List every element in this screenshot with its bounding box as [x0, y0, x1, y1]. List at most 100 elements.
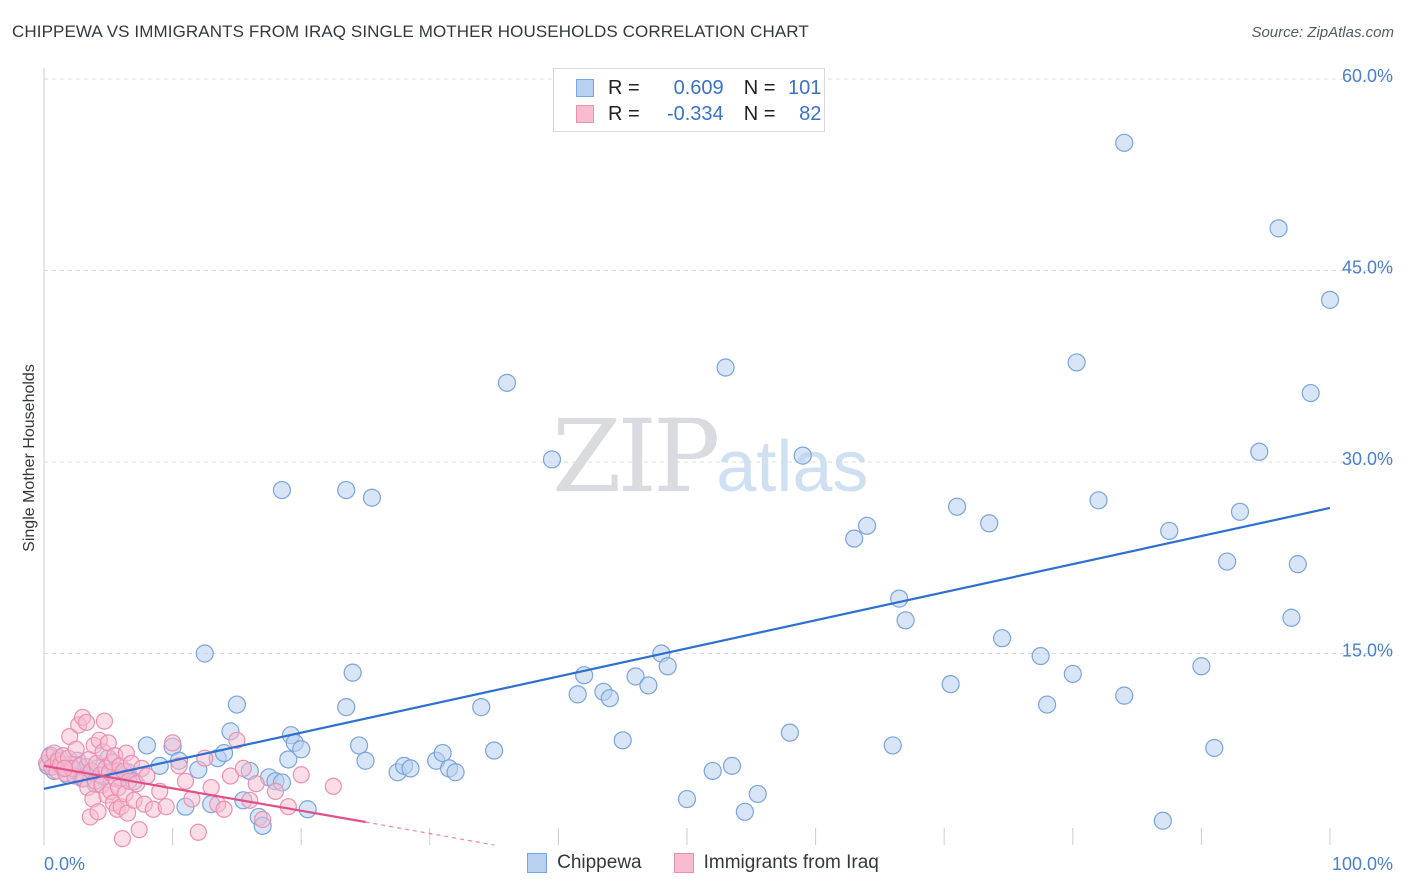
- chippewa-point: [658, 657, 677, 676]
- chippewa-point: [716, 358, 735, 377]
- y-tick-label: 45.0%: [1342, 258, 1393, 278]
- iraq-point: [215, 800, 233, 818]
- chippewa-point: [626, 667, 645, 686]
- legend-item-iraq[interactable]: Immigrants from Iraq: [673, 852, 879, 874]
- n-value: 101: [788, 76, 822, 99]
- iraq-point: [164, 734, 182, 752]
- chippewa-point: [1153, 811, 1172, 830]
- chippewa-point: [1067, 353, 1086, 372]
- series-chippewa: [38, 133, 1340, 835]
- r-label: R =: [608, 76, 640, 99]
- chippewa-trend-line: [43, 506, 1331, 790]
- axes: [43, 68, 1331, 845]
- iraq-swatch: [576, 105, 594, 123]
- chippewa-point: [472, 698, 491, 717]
- chippewa-point: [1160, 521, 1179, 541]
- chippewa-point: [600, 689, 619, 708]
- chippewa-point: [1250, 442, 1269, 461]
- chippewa-point: [292, 740, 311, 759]
- y-tick-label: 60.0%: [1342, 66, 1393, 86]
- chippewa-point: [279, 750, 298, 769]
- chippewa-point: [343, 663, 362, 682]
- chippewa-point: [349, 736, 369, 755]
- iraq-point: [234, 759, 252, 778]
- n-label: N =: [743, 76, 776, 99]
- chippewa-point: [793, 446, 812, 465]
- chippewa-point: [613, 731, 632, 750]
- chippewa-point: [1063, 664, 1082, 684]
- chippewa-point: [1115, 686, 1134, 705]
- chippewa-point: [941, 675, 960, 694]
- chippewa-point: [1205, 738, 1224, 758]
- chippewa-point: [677, 789, 697, 809]
- chippewa-swatch: [527, 853, 548, 873]
- iraq-swatch: [673, 853, 694, 873]
- chippewa-point: [433, 743, 452, 763]
- iraq-point: [67, 740, 85, 758]
- iraq-point: [247, 775, 265, 793]
- chippewa-point: [542, 450, 562, 469]
- chippewa-point: [748, 784, 767, 804]
- iraq-point: [266, 782, 285, 800]
- chippewa-point: [1230, 502, 1250, 521]
- trend-lines: [43, 506, 1331, 846]
- chippewa-point: [1288, 555, 1307, 574]
- iraq-trend-line: [43, 764, 366, 824]
- iraq-trend-extension: [365, 821, 495, 846]
- iraq-point: [324, 777, 342, 795]
- chippewa-point: [1320, 290, 1340, 309]
- chippewa-point: [446, 763, 465, 782]
- chippewa-point: [356, 751, 375, 770]
- chart-title: CHIPPEWA VS IMMIGRANTS FROM IRAQ SINGLE …: [12, 22, 809, 41]
- chippewa-point: [896, 611, 915, 630]
- y-axis-label: Single Mother Households: [21, 364, 38, 552]
- chippewa-point: [337, 480, 356, 500]
- chippewa-point: [845, 529, 864, 548]
- iraq-point: [130, 821, 148, 839]
- chippewa-point: [735, 802, 754, 821]
- n-value: 82: [799, 102, 822, 125]
- chippewa-point: [1269, 219, 1288, 238]
- chippewa-swatch: [576, 79, 594, 97]
- iraq-point: [176, 772, 195, 790]
- x-tick-label: 100.0%: [1332, 854, 1393, 874]
- chippewa-point: [890, 589, 909, 608]
- r-value: 0.609: [673, 76, 724, 99]
- iraq-point: [77, 713, 96, 732]
- iraq-point: [292, 766, 310, 784]
- watermark-zip: ZIP: [552, 398, 720, 515]
- chippewa-point: [227, 695, 246, 714]
- legend-item-chippewa[interactable]: Chippewa: [527, 852, 642, 874]
- iraq-point: [138, 767, 156, 785]
- iraq-point: [89, 803, 107, 821]
- chippewa-point: [780, 723, 799, 742]
- legend-label-chippewa: Chippewa: [557, 852, 642, 873]
- chippewa-point: [1301, 383, 1320, 403]
- watermark-atlas: atlas: [716, 427, 869, 507]
- chippewa-point: [703, 761, 722, 781]
- chippewa-point: [857, 516, 877, 535]
- r-value: -0.334: [666, 102, 724, 125]
- chippewa-point: [1089, 491, 1108, 510]
- chippewa-point: [401, 759, 420, 778]
- chippewa-point: [272, 480, 292, 500]
- source-label: Source: ZipAtlas.com: [1251, 24, 1394, 41]
- chippewa-point: [1031, 646, 1050, 666]
- x-tick-label: 0.0%: [44, 854, 85, 874]
- iraq-point: [189, 823, 207, 841]
- iraq-point: [113, 830, 132, 848]
- chippewa-point: [1282, 608, 1301, 627]
- stats-legend: R = 0.609 N = 101 R = -0.334 N = 82: [553, 68, 825, 132]
- axis-labels: 15.0% 30.0% 45.0% 60.0% 0.0% 100.0% Single Mot…: [21, 66, 1393, 874]
- chippewa-point: [195, 644, 214, 663]
- chippewa-point: [947, 497, 967, 516]
- r-label: R =: [608, 102, 640, 125]
- y-tick-label: 30.0%: [1342, 449, 1393, 469]
- chippewa-point: [497, 373, 517, 392]
- watermark: ZIPatlas: [552, 398, 868, 515]
- chippewa-point: [1218, 552, 1237, 571]
- iraq-point: [170, 757, 188, 775]
- chippewa-point: [362, 488, 382, 507]
- chippewa-point: [980, 514, 999, 533]
